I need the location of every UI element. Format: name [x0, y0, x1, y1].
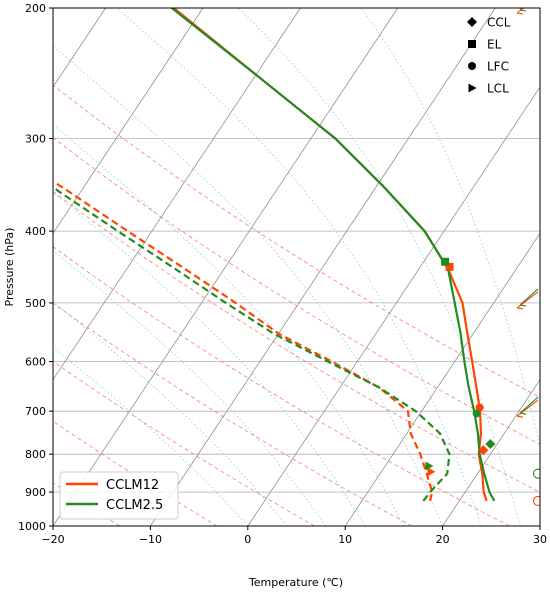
- lcl-marker-cclm12: [427, 467, 436, 477]
- x-tick-label: 0: [244, 533, 251, 546]
- wind-barbs: [516, 8, 540, 506]
- moist-adiabat-line: [116, 8, 482, 526]
- lcl-legend-marker: [468, 83, 477, 93]
- dry-adiabat-line: [53, 84, 540, 398]
- x-tick-label: 20: [436, 533, 450, 546]
- plot-frame: [52, 7, 541, 527]
- isotherm-line: [344, 232, 540, 526]
- x-axis-ticks: −20 −10 0 10 20 30: [41, 526, 547, 546]
- isotherm-line: [150, 8, 496, 526]
- ccl-marker-cclm12: [478, 445, 489, 456]
- x-tick-label: −20: [41, 533, 64, 546]
- lcl-legend-label: LCL: [487, 82, 509, 96]
- isotherm-line: [442, 379, 540, 526]
- barb-staff: [516, 291, 539, 309]
- lfc-marker-cclm2-5: [472, 409, 481, 418]
- lfc-legend-label: LFC: [487, 60, 509, 74]
- dewpoint-line-cclm2-5: [53, 186, 451, 502]
- level-markers: [425, 257, 496, 477]
- el-marker-cclm2-5: [441, 257, 450, 266]
- moist-adiabat-line: [53, 124, 404, 526]
- barb-flag: [516, 12, 524, 15]
- isotherm-lines: [53, 8, 540, 526]
- y-tick-label: 400: [25, 225, 46, 238]
- y-tick-label: 500: [25, 297, 46, 310]
- dry-adiabat-line: [53, 420, 218, 526]
- y-tick-label: 300: [25, 132, 46, 145]
- el-legend-marker: [468, 40, 476, 48]
- moist-adiabat-line: [53, 250, 327, 526]
- wind-barb-cclm12: [532, 495, 540, 506]
- calm-wind-circle: [532, 468, 540, 479]
- lcl-marker-cclm2-5: [425, 461, 434, 471]
- y-tick-label: 600: [25, 356, 46, 369]
- y-axis-label: Pressure (hPa): [3, 228, 16, 307]
- wind-barb-cclm2-5: [532, 468, 540, 479]
- legend-label-cclm12: CCLM12: [106, 478, 159, 493]
- y-tick-label: 1000: [18, 520, 46, 533]
- legend-label-cclm2-5: CCLM2.5: [106, 498, 163, 513]
- x-tick-label: −10: [139, 533, 162, 546]
- moist-adiabat-line: [238, 8, 521, 526]
- wind-barb-cclm12: [516, 399, 539, 418]
- ccl-legend-marker: [467, 17, 477, 27]
- barb-staff: [516, 399, 539, 417]
- isotherm-line: [53, 8, 399, 526]
- y-axis-ticks: 1000 900 800 700 600 500 400 300 200: [18, 2, 53, 533]
- ccl-marker-cclm2-5: [485, 438, 496, 449]
- marker-legend: CCL EL LFC LCL: [467, 16, 511, 96]
- y-tick-label: 700: [25, 405, 46, 418]
- y-tick-label: 900: [25, 486, 46, 499]
- dry-adiabat-line: [53, 246, 510, 526]
- sounding-profiles: [53, 8, 496, 502]
- ccl-legend-label: CCL: [487, 16, 511, 30]
- temperature-line-cclm2-5: [171, 8, 496, 502]
- moist-adiabat-line: [53, 45, 443, 526]
- el-legend-label: EL: [487, 38, 502, 52]
- calm-wind-circle: [532, 495, 540, 506]
- lfc-marker-cclm12: [475, 403, 484, 412]
- moist-adiabat-line: [53, 301, 288, 526]
- wind-barb-cclm12: [516, 8, 525, 15]
- dewpoint-line-cclm12: [53, 180, 434, 502]
- isotherm-line: [53, 8, 204, 234]
- dry-adiabat-line: [53, 137, 540, 445]
- x-axis-label: Temperature (℃): [248, 576, 343, 589]
- series-legend: CCLM12 CCLM2.5: [59, 471, 179, 520]
- y-tick-label: 200: [25, 2, 46, 15]
- x-tick-label: 30: [533, 533, 547, 546]
- barb-flag: [516, 415, 524, 418]
- barb-flag: [516, 307, 524, 310]
- lfc-legend-marker: [468, 62, 476, 70]
- isotherm-line: [53, 8, 301, 381]
- moist-adiabat-line: [360, 8, 540, 447]
- el-marker-cclm12: [445, 262, 454, 271]
- barb-staff: [516, 8, 525, 14]
- dry-adiabat-line: [53, 190, 540, 493]
- y-tick-label: 800: [25, 448, 46, 461]
- isotherm-line: [247, 86, 540, 526]
- barb-staff: [519, 396, 539, 414]
- dry-adiabat-lines: [53, 84, 540, 526]
- plot-area: [53, 8, 540, 526]
- moist-adiabat-lines: [53, 8, 540, 526]
- x-tick-label: 10: [338, 533, 352, 546]
- barb-staff: [519, 288, 539, 306]
- wind-barb-cclm12: [516, 291, 539, 310]
